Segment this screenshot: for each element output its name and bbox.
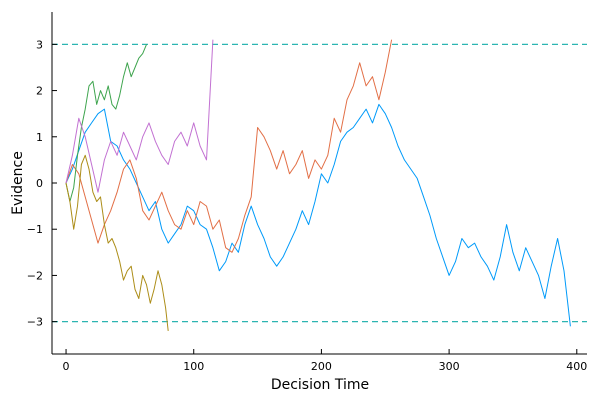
y-tick-label: 3 — [36, 38, 43, 51]
series-lines — [65, 39, 571, 331]
y-axis-label: Evidence — [10, 151, 26, 215]
y-tick-label: −1 — [27, 223, 43, 236]
y-tick-label: 0 — [36, 177, 43, 190]
x-axis-label: Decision Time — [271, 377, 369, 393]
series-line-4 — [65, 154, 169, 331]
series-line-0 — [65, 103, 571, 327]
series-line-3 — [65, 39, 214, 193]
series-line-2 — [65, 44, 147, 202]
threshold-lines — [52, 43, 587, 323]
series-line-1 — [65, 39, 393, 253]
x-tick-label: 100 — [183, 360, 204, 373]
x-tick-label: 400 — [566, 360, 587, 373]
x-tick-label: 200 — [311, 360, 332, 373]
x-tick-label: 300 — [439, 360, 460, 373]
x-tick-label: 0 — [63, 360, 70, 373]
x-axis-ticks: 0 100 200 300 400 — [63, 349, 587, 373]
y-tick-label: 1 — [36, 131, 43, 144]
y-tick-label: −2 — [27, 269, 43, 282]
y-axis-ticks: −3 −2 −1 0 1 2 3 — [27, 38, 57, 329]
y-tick-label: 2 — [36, 85, 43, 98]
y-tick-label: −3 — [27, 316, 43, 329]
